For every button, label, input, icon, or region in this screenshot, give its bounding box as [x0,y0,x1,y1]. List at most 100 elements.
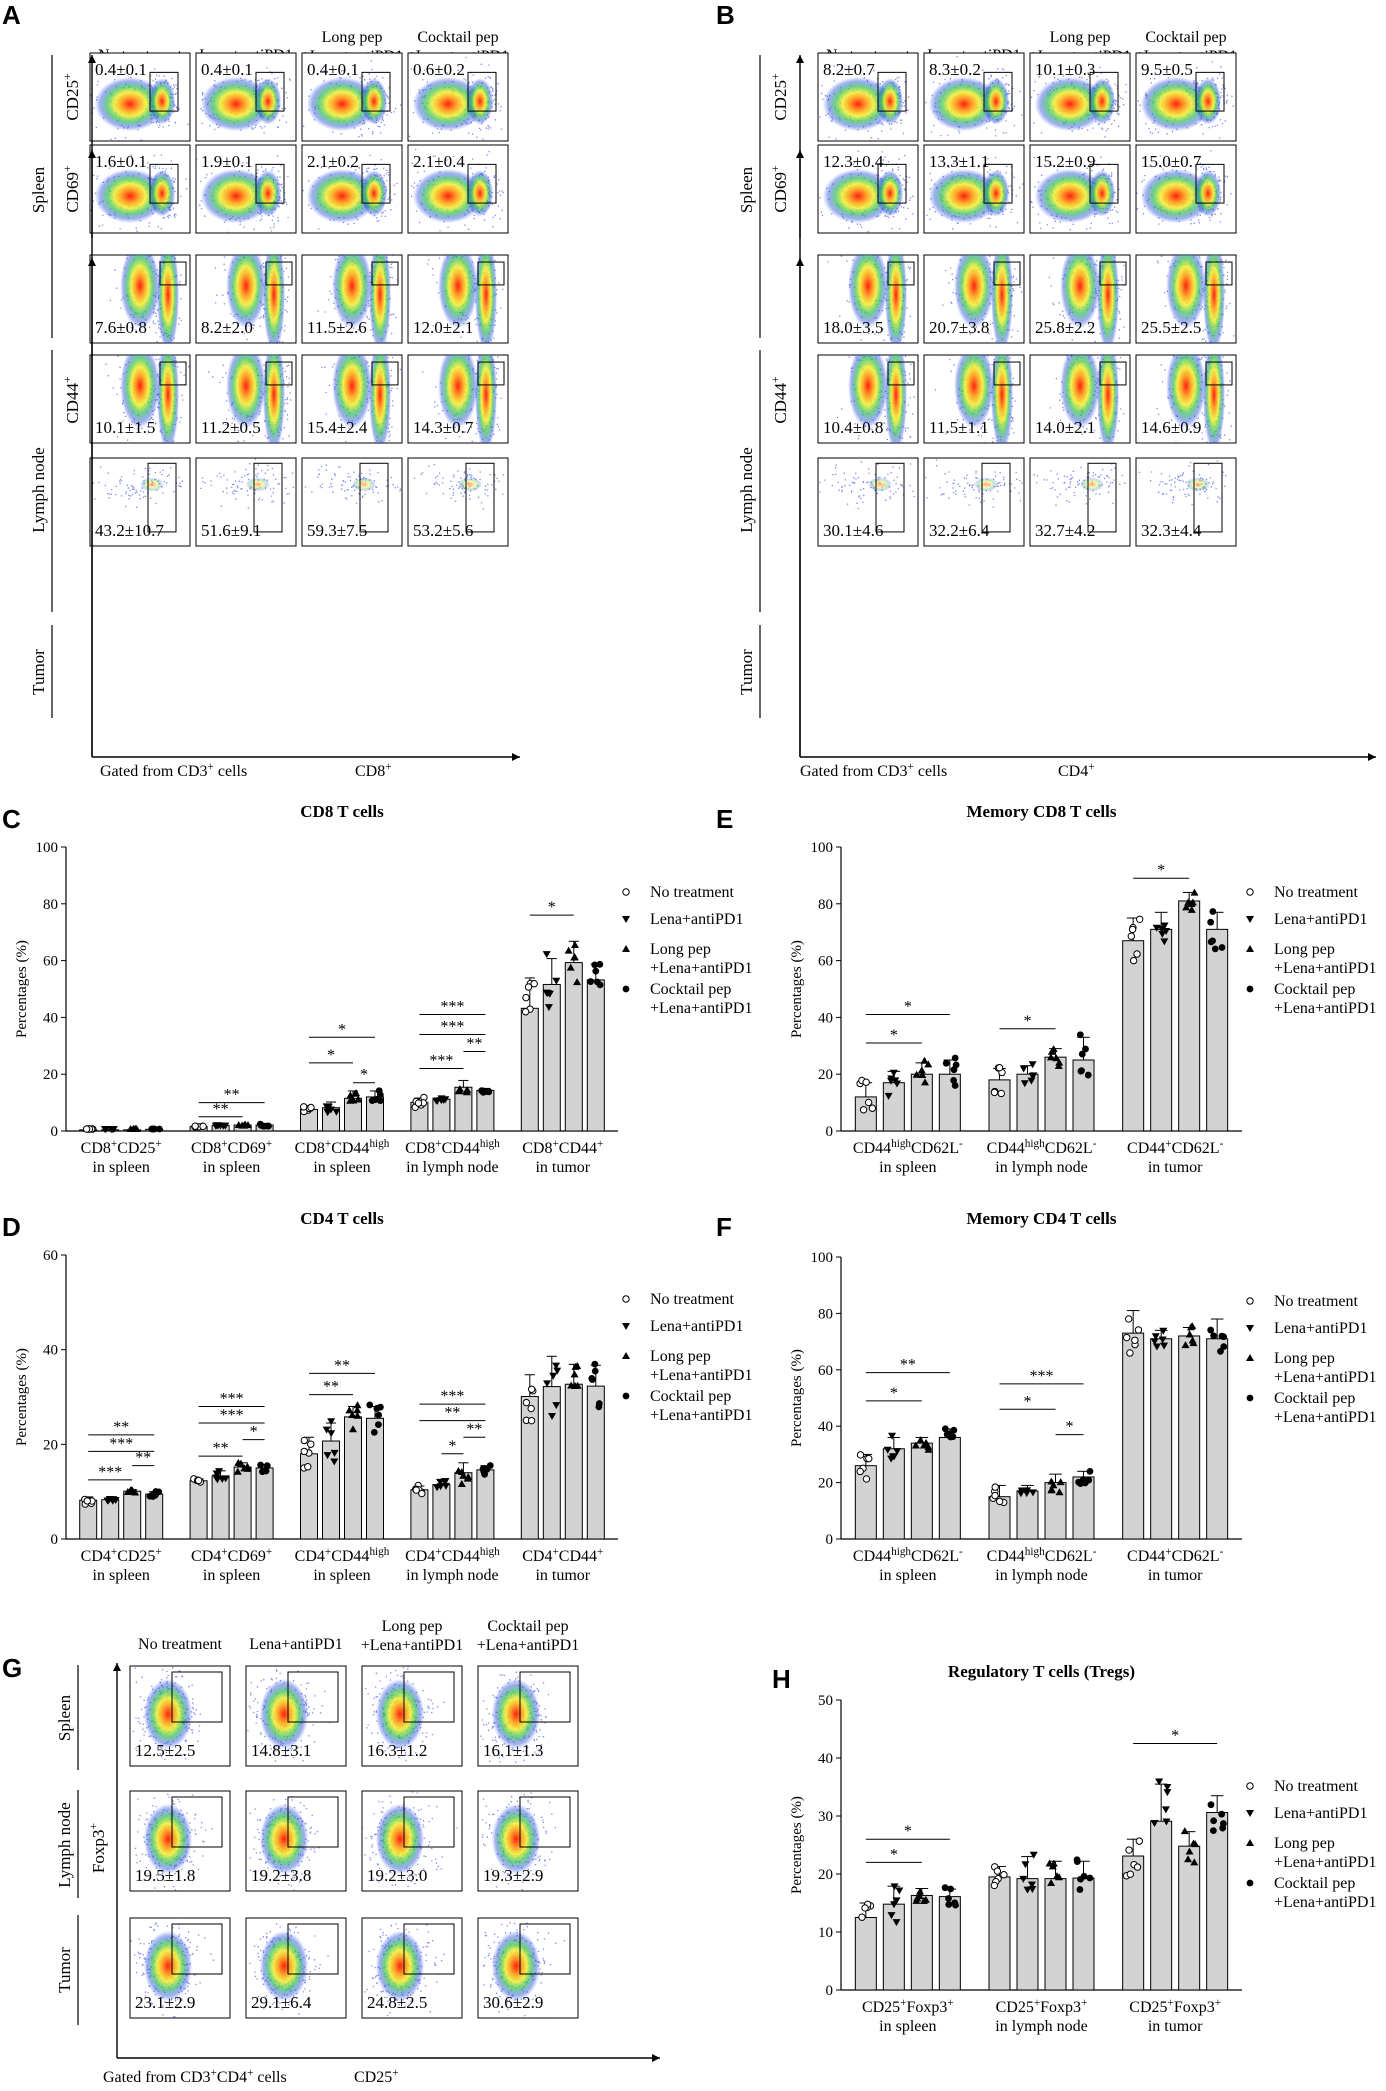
data-point [622,888,630,896]
category-label: CD25+Foxp3+ [996,1997,1088,2016]
data-point [1077,1480,1084,1487]
plot-content [836,355,915,443]
data-point [951,1082,959,1089]
density-blob [352,477,376,492]
gate-value: 8.2±0.7 [823,60,875,79]
plot-content [410,148,504,232]
data-point [1150,1819,1159,1827]
category-label: CD44+CD62L- [1127,1138,1224,1157]
panel-label: F [716,1212,732,1242]
data-point [924,1445,933,1453]
category-label: CD4+CD44high [405,1546,500,1565]
density-blob [375,1678,425,1750]
data-point [1133,1863,1142,1871]
gate-value: 19.5±1.8 [135,1866,195,1885]
plot-content [481,1792,556,1891]
plot-content [1030,63,1127,138]
data-point [995,1497,1004,1506]
density-blob [200,76,272,132]
category-label: CD8+CD44high [405,1138,500,1157]
plot-content [132,1667,201,1761]
data-point [1188,1322,1197,1330]
data-point [1023,1886,1032,1894]
category-label: CD4+CD44+ [522,1546,603,1565]
significance-stars: ** [213,1101,229,1118]
gate-value: 8.2±2.0 [201,318,253,337]
data-point [859,1106,868,1114]
plot-frame [923,457,1025,547]
data-point [414,1099,423,1107]
data-point [371,1096,379,1104]
tissue-label-spleen: Spleen [737,166,756,213]
density-blob [259,1678,309,1750]
gate-rect [149,71,179,112]
density-blob [475,255,497,343]
category-label: CD25+Foxp3+ [862,1997,954,2016]
data-point [883,1446,892,1454]
data-point [1180,1827,1189,1835]
density-blob [1166,355,1206,429]
data-point [1160,938,1169,946]
data-point [594,978,601,986]
data-point [891,1077,900,1085]
bar [366,1417,384,1540]
data-point [522,993,530,1002]
data-point [858,1913,866,1921]
data-point [856,1451,865,1459]
legend: No treatment Lena+antiPD1 Long pep +Lena+an… [1246,884,1376,1017]
legend-label: +Lena+antiPD1 [650,1407,752,1424]
gate-rect [519,1923,571,1975]
chart-F: F Memory CD4 T cells 0 20 40 60 80 100 Percentag… [716,1209,1376,1584]
gate-value: 12.5±2.5 [135,1741,195,1760]
gate-value: 19.2±3.0 [367,1866,427,1885]
data-point [243,1464,252,1472]
significance-stars: *** [440,1388,464,1405]
data-point [221,1475,230,1483]
bar [542,983,561,1132]
data-point [1185,1330,1194,1338]
density-blob [1097,255,1119,343]
bar [586,1385,605,1540]
gate-rect [887,361,915,386]
data-point [103,1497,112,1505]
data-point [82,1125,91,1133]
legend-label: +Lena+antiPD1 [1274,1854,1376,1871]
plot-content [1137,61,1234,139]
column-header: Cocktail pep [487,1618,568,1635]
data-point [304,1463,312,1471]
bar [1072,1476,1095,1540]
plot-content [196,155,289,233]
y-tick-label: 80 [818,897,833,913]
plot-content [1048,255,1126,343]
data-point [527,1385,536,1393]
data-point [257,1461,264,1469]
gate-value: 9.5±0.5 [1141,60,1193,79]
data-point [1189,1339,1198,1347]
data-point [622,1352,630,1359]
data-point [919,1441,928,1449]
gate-value: 18.0±3.5 [823,318,883,337]
gate-value: 0.6±0.2 [413,60,465,79]
significance-stars: * [904,1823,912,1840]
legend: No treatment Lena+antiPD1 Long pep +Lena+an… [622,884,752,1017]
column-header: Long pep [1050,29,1111,46]
data-point [1189,1839,1198,1847]
density-blob [1166,255,1206,329]
category-label: in spleen [879,2018,936,2035]
significance-stars: ** [213,1440,229,1457]
data-point [1029,1851,1038,1859]
gate-value: 30.6±2.9 [483,1993,543,2012]
density-blob [254,78,282,125]
significance-stars: ** [466,1035,482,1052]
density-blob [466,78,494,125]
data-point [912,1070,921,1078]
data-point [890,1901,899,1909]
footer-axis: CD4+ [1058,761,1095,780]
tissue-label-spleen: Spleen [55,1694,74,1741]
bar [520,1007,539,1132]
y-tick-label: 20 [818,1067,833,1083]
gate-value: 51.6±9.1 [201,521,261,540]
y-tick-label: 0 [51,1124,59,1140]
y-tick-label: 60 [818,1363,833,1379]
data-point [1182,903,1191,911]
